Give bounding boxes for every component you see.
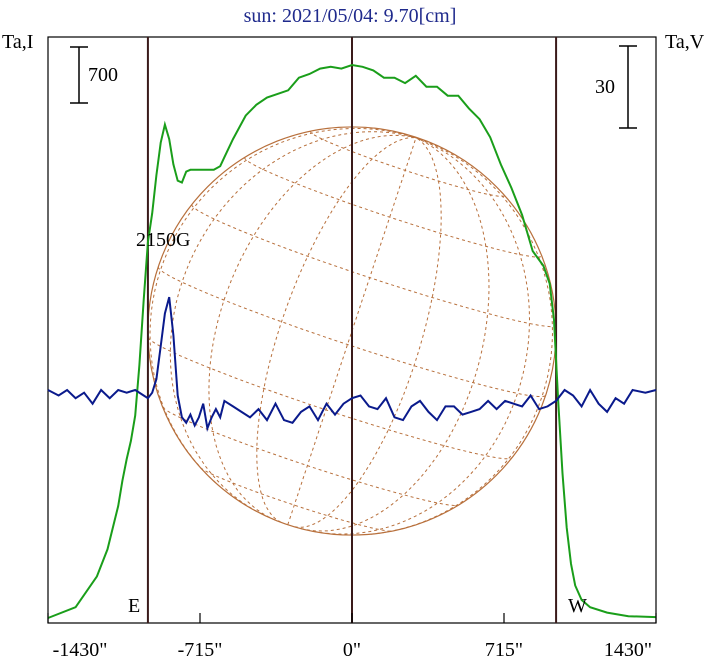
x-tick-label: 0" — [343, 639, 361, 661]
latitude-grid-line — [200, 467, 392, 532]
longitude-grid-line — [314, 137, 531, 535]
latitude-grid-line — [157, 266, 547, 398]
x-axis-ticks: -1430" -715" 0" 715" 1430" — [47, 613, 657, 661]
x-tick-label: 715" — [485, 639, 523, 661]
left-axis-label: Ta,I — [2, 31, 33, 53]
longitude-grid-line — [256, 136, 417, 523]
left-scale-label: 700 — [88, 64, 118, 86]
longitude-grid-line — [287, 137, 417, 525]
longitude-grid-line — [370, 137, 554, 535]
intensity-series-line — [47, 63, 657, 619]
x-tick-label: -715" — [178, 639, 223, 661]
east-limb-label: E — [128, 595, 140, 617]
right-axis-label: Ta,V — [665, 31, 705, 53]
x-tick-label: -1430" — [53, 639, 108, 661]
west-limb-label: W — [568, 595, 587, 617]
left-scale-bar — [70, 46, 88, 104]
right-scale-bar — [619, 45, 637, 129]
longitude-grid-line — [169, 131, 417, 515]
longitude-grid-line — [149, 127, 417, 484]
latitude-grid-line — [244, 156, 543, 258]
right-scale-label: 30 — [595, 76, 615, 98]
active-region-annotation: 2150G — [136, 229, 190, 251]
limb-lines — [146, 37, 558, 623]
chart-title: sun: 2021/05/04: 9.70[cm] — [244, 5, 457, 27]
longitude-grid-line — [208, 134, 417, 521]
longitude-grid-line — [300, 137, 490, 532]
polarization-series-line — [47, 296, 657, 433]
longitude-grid-line — [294, 137, 442, 528]
x-tick-label: 1430" — [604, 639, 652, 661]
